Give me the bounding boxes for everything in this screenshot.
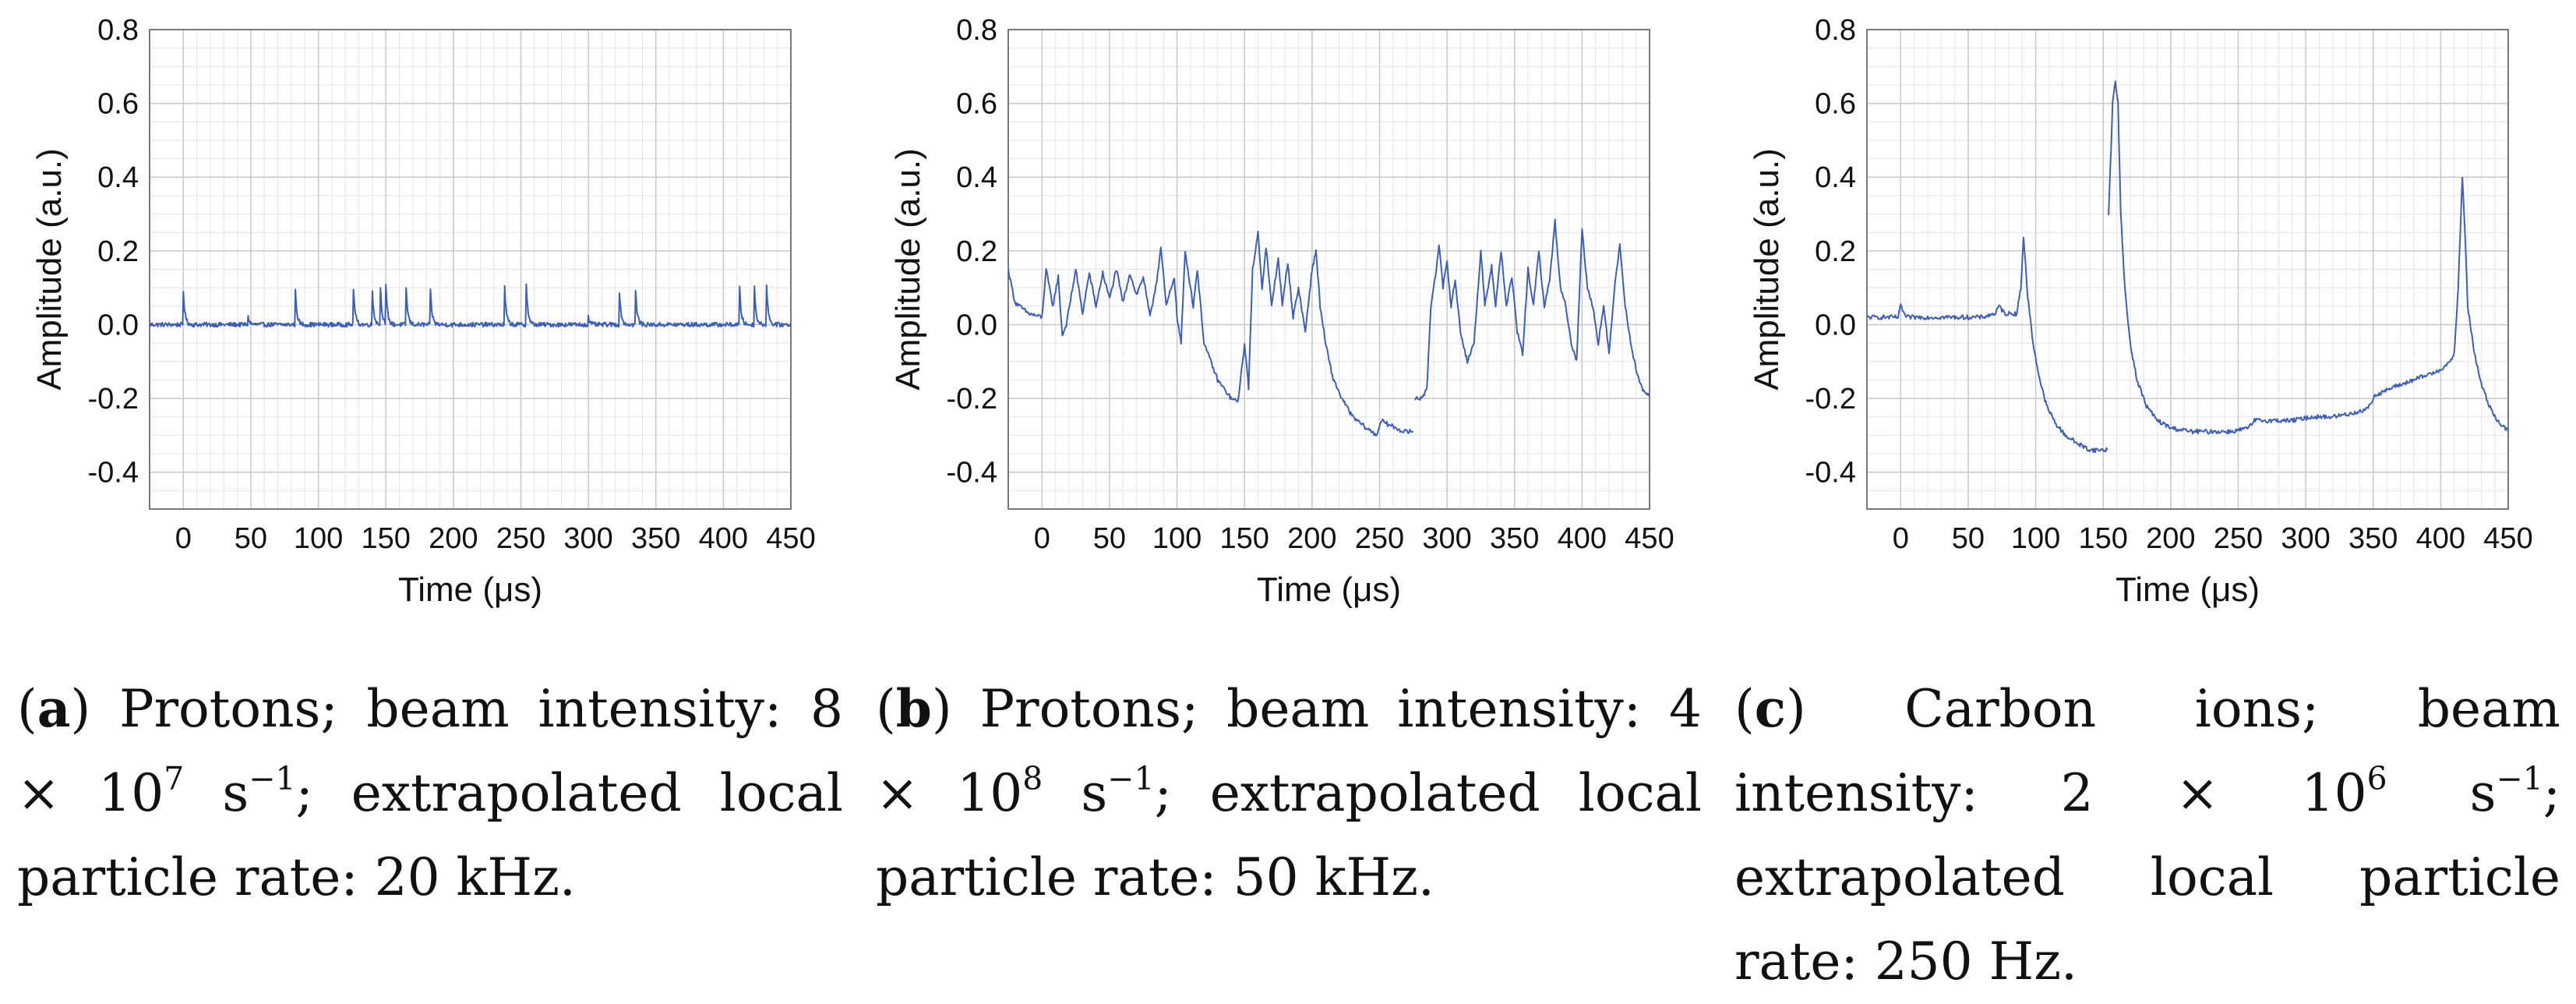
- y-tick-label: -0.2: [88, 383, 139, 415]
- x-tick-label: 400: [1558, 522, 1607, 555]
- x-tick-label: 200: [1287, 522, 1336, 555]
- x-tick-label: 450: [1625, 522, 1674, 555]
- y-tick-label: 0.4: [956, 161, 997, 194]
- caption-line2-rest: ; extrapolated local: [1154, 763, 1702, 823]
- x-tick-label: 0: [1034, 522, 1050, 555]
- signal-series-line: [1414, 218, 1650, 401]
- caption-exponent: 6: [2366, 759, 2387, 797]
- y-tick-label: 0.0: [1815, 309, 1856, 341]
- caption-b: (b) Protons; beam intensity: 4 × 108 s−1…: [876, 678, 1702, 907]
- caption-line1: Protons; beam intensity:: [979, 679, 1642, 739]
- y-tick-label: -0.4: [947, 457, 997, 490]
- y-tick-label: 0.2: [1815, 235, 1856, 268]
- y-tick-label: 0.4: [1815, 161, 1856, 194]
- x-tick-label: 50: [1093, 522, 1126, 555]
- y-tick-label: -0.2: [947, 383, 997, 415]
- x-tick-label: 250: [496, 522, 545, 555]
- caption-unit-exponent: −1: [2496, 759, 2543, 797]
- caption-c: (c) Carbon ions; beam intensity: 2 × 106…: [1734, 678, 2560, 992]
- chart-b: 0 50 100 150 200 250 300 350 400 450 -0.4 -0.2 0.0 0.…: [889, 14, 1674, 609]
- caption-line3: particle rate: 50 kHz.: [876, 847, 1434, 907]
- caption-label: a: [37, 678, 71, 739]
- x-tick-label: 0: [1893, 522, 1909, 555]
- caption-a: (a) Protons; beam intensity: 8 × 107 s−1…: [17, 678, 843, 907]
- y-tick-label: 0.6: [1815, 88, 1856, 121]
- x-tick-label: 450: [766, 522, 815, 555]
- y-axis-label: Amplitude (a.u.): [1748, 148, 1786, 391]
- x-tick-label: 300: [563, 522, 612, 555]
- plot-frame: [1866, 29, 2509, 510]
- caption-line3: particle rate: 20 kHz.: [17, 847, 576, 907]
- caption-unit: s: [184, 763, 249, 823]
- y-tick-label: 0.8: [97, 14, 139, 47]
- x-tick-label: 400: [699, 522, 748, 555]
- x-tick-label: 350: [631, 522, 680, 555]
- x-tick-label: 450: [2483, 522, 2532, 555]
- caption-mantissa: 4 × 10: [876, 679, 1702, 823]
- caption-line1: Protons; beam intensity:: [119, 679, 782, 739]
- x-tick-label: 200: [2146, 522, 2195, 555]
- x-tick-label: 150: [362, 522, 411, 555]
- y-tick-label: -0.2: [1805, 383, 1856, 415]
- caption-unit: s: [2387, 763, 2497, 823]
- x-axis-label: Time (μs): [398, 571, 542, 609]
- plot-frame: [149, 29, 792, 510]
- y-tick-label: 0.6: [97, 88, 139, 121]
- caption-label: c: [1754, 678, 1786, 739]
- x-tick-label: 250: [1355, 522, 1404, 555]
- panel-b: 0 50 100 150 200 250 300 350 400 450 -0.4 -0.2 0.0 0.…: [859, 0, 1717, 922]
- signal-series-line: [2108, 80, 2508, 435]
- chart-c: 0 50 100 150 200 250 300 350 400 450 -0.4 -0.2 0.0 0.…: [1748, 14, 2533, 609]
- y-axis-label: Amplitude (a.u.): [30, 148, 69, 391]
- y-tick-label: 0.8: [1815, 14, 1856, 47]
- caption-mantissa: 8 × 10: [17, 679, 843, 823]
- x-tick-label: 50: [1952, 522, 1985, 555]
- x-tick-label: 0: [175, 522, 192, 555]
- caption-unit-exponent: −1: [1107, 759, 1155, 797]
- y-tick-label: 0.2: [97, 235, 139, 268]
- signal-series-line: [1867, 236, 2108, 454]
- caption-line2-rest: ; extrapolated local: [1734, 763, 2560, 907]
- panel-a: 0 50 100 150 200 250 300 350 400 450 -0.4 -0.2 0.0 0.…: [0, 0, 859, 922]
- x-tick-label: 100: [2011, 522, 2060, 555]
- x-tick-label: 300: [1422, 522, 1471, 555]
- caption-exponent: 8: [1022, 759, 1043, 797]
- signal-series-line: [150, 283, 791, 328]
- x-axis-label: Time (μs): [2115, 571, 2260, 609]
- y-tick-label: 0.0: [956, 309, 997, 341]
- y-tick-label: 0.0: [97, 309, 139, 341]
- panel-c: 0 50 100 150 200 250 300 350 400 450 -0.4 -0.2 0.0 0.…: [1717, 0, 2576, 992]
- caption-mantissa: 2 × 10: [2060, 763, 2367, 823]
- x-tick-label: 350: [1490, 522, 1539, 555]
- caption-line1: Carbon ions; beam intensity:: [1734, 679, 2560, 823]
- x-tick-label: 50: [235, 522, 267, 555]
- x-tick-label: 100: [1152, 522, 1202, 555]
- y-tick-label: -0.4: [1805, 457, 1856, 490]
- caption-exponent: 7: [164, 759, 185, 797]
- x-tick-label: 150: [2079, 522, 2128, 555]
- x-tick-label: 100: [294, 522, 343, 555]
- x-tick-label: 150: [1220, 522, 1269, 555]
- x-tick-label: 400: [2416, 522, 2465, 555]
- y-tick-label: 0.8: [956, 14, 997, 47]
- x-tick-label: 300: [2281, 522, 2330, 555]
- y-axis-label: Amplitude (a.u.): [889, 148, 927, 391]
- y-tick-label: 0.4: [97, 161, 139, 194]
- y-tick-label: -0.4: [88, 457, 139, 490]
- x-tick-label: 250: [2214, 522, 2263, 555]
- y-tick-label: 0.6: [956, 88, 997, 121]
- x-tick-label: 200: [429, 522, 478, 555]
- caption-label: b: [895, 678, 932, 739]
- caption-unit-exponent: −1: [249, 759, 296, 797]
- y-tick-label: 0.2: [956, 235, 997, 268]
- x-tick-label: 350: [2348, 522, 2398, 555]
- x-axis-label: Time (μs): [1257, 571, 1401, 609]
- signal-series-line: [1008, 230, 1414, 437]
- caption-unit: s: [1043, 763, 1108, 823]
- chart-a: 0 50 100 150 200 250 300 350 400 450 -0.4 -0.2 0.0 0.…: [30, 14, 816, 609]
- caption-line2-rest: ; extrapolated local: [295, 763, 843, 823]
